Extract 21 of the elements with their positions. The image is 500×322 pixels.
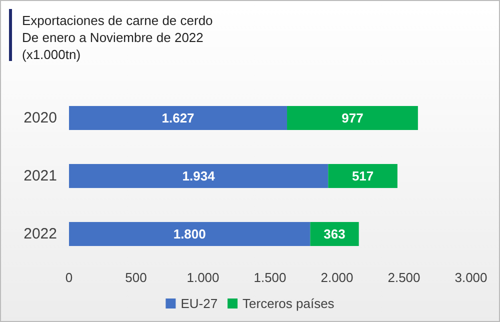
x-tick-label: 2.500 <box>388 270 420 285</box>
x-tick-label: 3.000 <box>454 270 488 285</box>
text: (x1.000tn) <box>22 47 81 62</box>
x-tick-label: 500 <box>125 270 147 285</box>
data-label: 363 <box>324 226 346 242</box>
x-tick-label: 1.000 <box>186 270 220 285</box>
data-label: 1.934 <box>182 168 216 184</box>
legend-label: Terceros países <box>242 296 335 311</box>
legend-label: EU-27 <box>180 296 218 311</box>
y-tick-label: 2021 <box>24 168 57 184</box>
data-label: 977 <box>342 110 364 126</box>
data-label: 517 <box>352 168 374 184</box>
x-tick-label: 1.500 <box>254 270 286 285</box>
chart-subtitle: De enero a Noviembre de 2022 <box>22 30 204 45</box>
x-tick-label: 0 <box>65 270 73 285</box>
data-label: 1.800 <box>173 226 206 242</box>
y-tick-label: 2022 <box>24 226 57 242</box>
x-tick-label: 2.000 <box>320 270 354 285</box>
data-label: 1.627 <box>162 110 194 126</box>
chart-title: Exportaciones de carne de cerdo <box>22 13 213 28</box>
y-tick-label: 2020 <box>24 110 57 126</box>
